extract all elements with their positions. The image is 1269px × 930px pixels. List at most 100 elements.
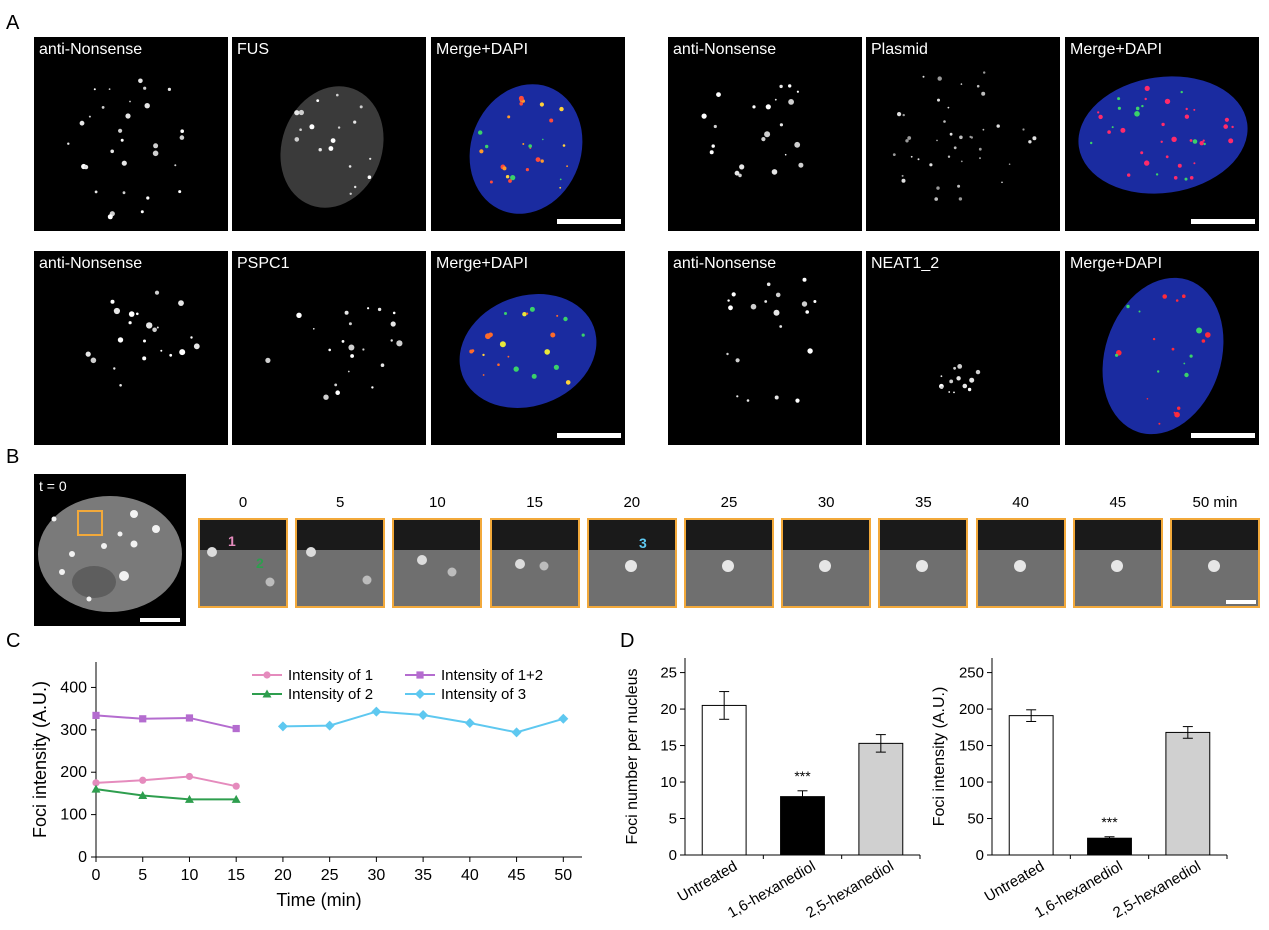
focus-dot (962, 383, 968, 389)
focus-dot (1182, 294, 1186, 298)
data-point (277, 721, 288, 732)
panel-letter-a: A (6, 12, 20, 34)
focus-dot (485, 144, 489, 149)
cell-edge (491, 520, 578, 550)
focus-dot (122, 191, 126, 195)
focus-dot (716, 92, 721, 97)
focus-dot (779, 123, 783, 127)
focus-dot (953, 146, 957, 150)
focus-dot (956, 376, 961, 381)
focus-dot (1138, 310, 1141, 313)
focus-dot (711, 144, 715, 148)
focus-dot (1177, 163, 1182, 168)
data-point (464, 718, 475, 729)
focus-dot (947, 106, 950, 109)
focus-dot (957, 184, 961, 188)
time-label: 15 (526, 494, 543, 511)
focus-dot (110, 299, 115, 304)
focus-dot (773, 309, 780, 316)
focus-label-2: 2 (256, 555, 264, 571)
focus-dot (85, 351, 91, 357)
focus-dot (960, 83, 963, 85)
focus-dot (51, 516, 57, 522)
focus-dot (479, 149, 484, 154)
focus-dot (544, 349, 550, 355)
focus-dot (1189, 139, 1193, 142)
focus-2 (265, 577, 275, 587)
bar-1-6-hexanediol (780, 796, 825, 856)
y-tick-label: 25 (660, 665, 677, 682)
focus-dot (146, 196, 150, 200)
focus-dot (140, 210, 144, 214)
focus-dot (94, 190, 98, 194)
focus-dot (728, 305, 733, 311)
focus-dot (957, 364, 963, 369)
focus-dot (761, 137, 766, 142)
data-point (185, 772, 194, 781)
focus-dot (265, 357, 271, 363)
focus-dot (353, 120, 357, 124)
focus-dot (1171, 347, 1175, 351)
focus-dot (508, 179, 512, 183)
legend-item: Intensity of 1 (252, 667, 373, 684)
time-label: 20 (623, 494, 641, 511)
focus-3 (624, 560, 637, 572)
focus-dot (371, 386, 374, 389)
significance-label: *** (1101, 814, 1118, 830)
focus-dot (118, 128, 123, 133)
focus-dot (996, 124, 1000, 128)
focus-dot (581, 333, 585, 337)
series-intensity-of-3 (277, 706, 569, 738)
focus-dot (953, 366, 956, 370)
focus-dot (979, 157, 981, 160)
focus-dot (727, 299, 730, 302)
y-tick-label: 200 (60, 764, 87, 781)
focus-dot (79, 120, 85, 126)
focus-3 (916, 560, 929, 572)
x-tick-label: 15 (227, 867, 245, 884)
series-line (95, 775, 237, 788)
focus-dot (953, 391, 955, 394)
focus-dot (975, 369, 981, 375)
focus-dot (130, 510, 138, 518)
focus-dot (1117, 352, 1121, 356)
series-intensity-of-2 (91, 784, 241, 803)
y-tick-label: 0 (976, 847, 984, 864)
focus-dot (1224, 117, 1229, 122)
focus-dot (156, 326, 159, 329)
focus-dot (348, 322, 352, 326)
y-tick-label: 0 (78, 849, 87, 866)
focus-dot (390, 339, 393, 342)
time-lapse-frame (489, 518, 580, 608)
focus-dot (367, 175, 372, 179)
focus-dot (193, 343, 200, 350)
focus-dot (154, 290, 160, 295)
focus-dot (101, 106, 105, 109)
focus-dot (739, 164, 745, 170)
focus-dot (1184, 372, 1189, 378)
focus-dot (316, 99, 320, 102)
image-anti-nonsense-plasmid: anti-Nonsense (668, 37, 862, 231)
image-label: Plasmid (871, 41, 928, 58)
focus-dot (981, 91, 986, 96)
focus-dot (1189, 176, 1194, 180)
focus-dot (802, 277, 807, 282)
focus-dot (967, 387, 972, 392)
focus-label-1: 1 (228, 533, 236, 549)
data-point (92, 711, 100, 720)
bar-1-6-hexanediol (1087, 837, 1132, 856)
focus-dot (1161, 122, 1165, 127)
focus-dot (774, 98, 777, 101)
frame-image (491, 520, 578, 606)
focus-dot (1144, 160, 1150, 166)
y-tick-label: 150 (959, 738, 984, 755)
focus-dot (969, 135, 972, 138)
focus-dot (936, 186, 940, 190)
time-lapse-frame (975, 518, 1066, 608)
focus-dot (779, 84, 783, 89)
focus-dot (507, 355, 510, 358)
time-label: 0 (238, 494, 248, 511)
x-tick-label: 25 (321, 867, 339, 884)
data-point (416, 671, 424, 679)
focus-dot (746, 399, 750, 402)
